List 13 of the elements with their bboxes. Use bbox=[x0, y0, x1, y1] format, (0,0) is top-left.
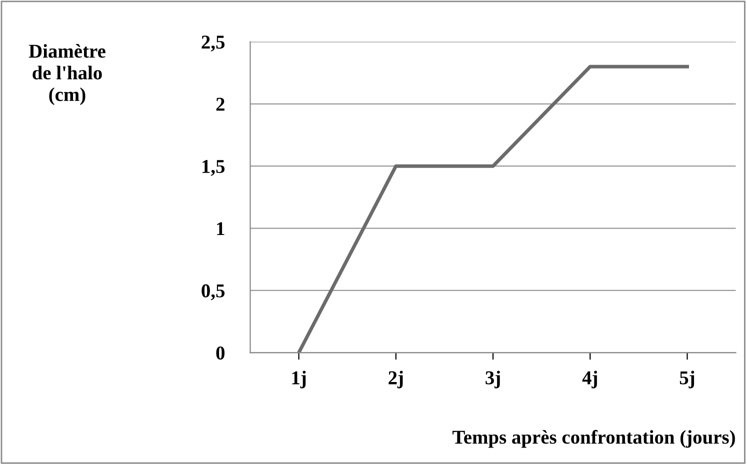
x-tick-label: 2j bbox=[388, 370, 403, 388]
x-tick-label: 5j bbox=[680, 370, 694, 388]
x-tick-label: 1j bbox=[292, 370, 306, 388]
x-tick-label: 3j bbox=[486, 370, 500, 388]
y-tick-label: 2,5 bbox=[202, 36, 225, 52]
y-tick-label: 1,5 bbox=[202, 160, 225, 176]
y-tick-label: 0,5 bbox=[202, 284, 225, 300]
x-axis-title: Temps après confrontation (jours) bbox=[452, 430, 735, 448]
y-tick-label: 1 bbox=[217, 222, 224, 236]
y-tick-label: 2 bbox=[216, 98, 224, 111]
x-tick-label: 4j bbox=[582, 370, 598, 388]
y-tick-label: 0 bbox=[216, 346, 225, 360]
y-axis-title: Diamètre de l'halo (cm) bbox=[28, 44, 106, 106]
